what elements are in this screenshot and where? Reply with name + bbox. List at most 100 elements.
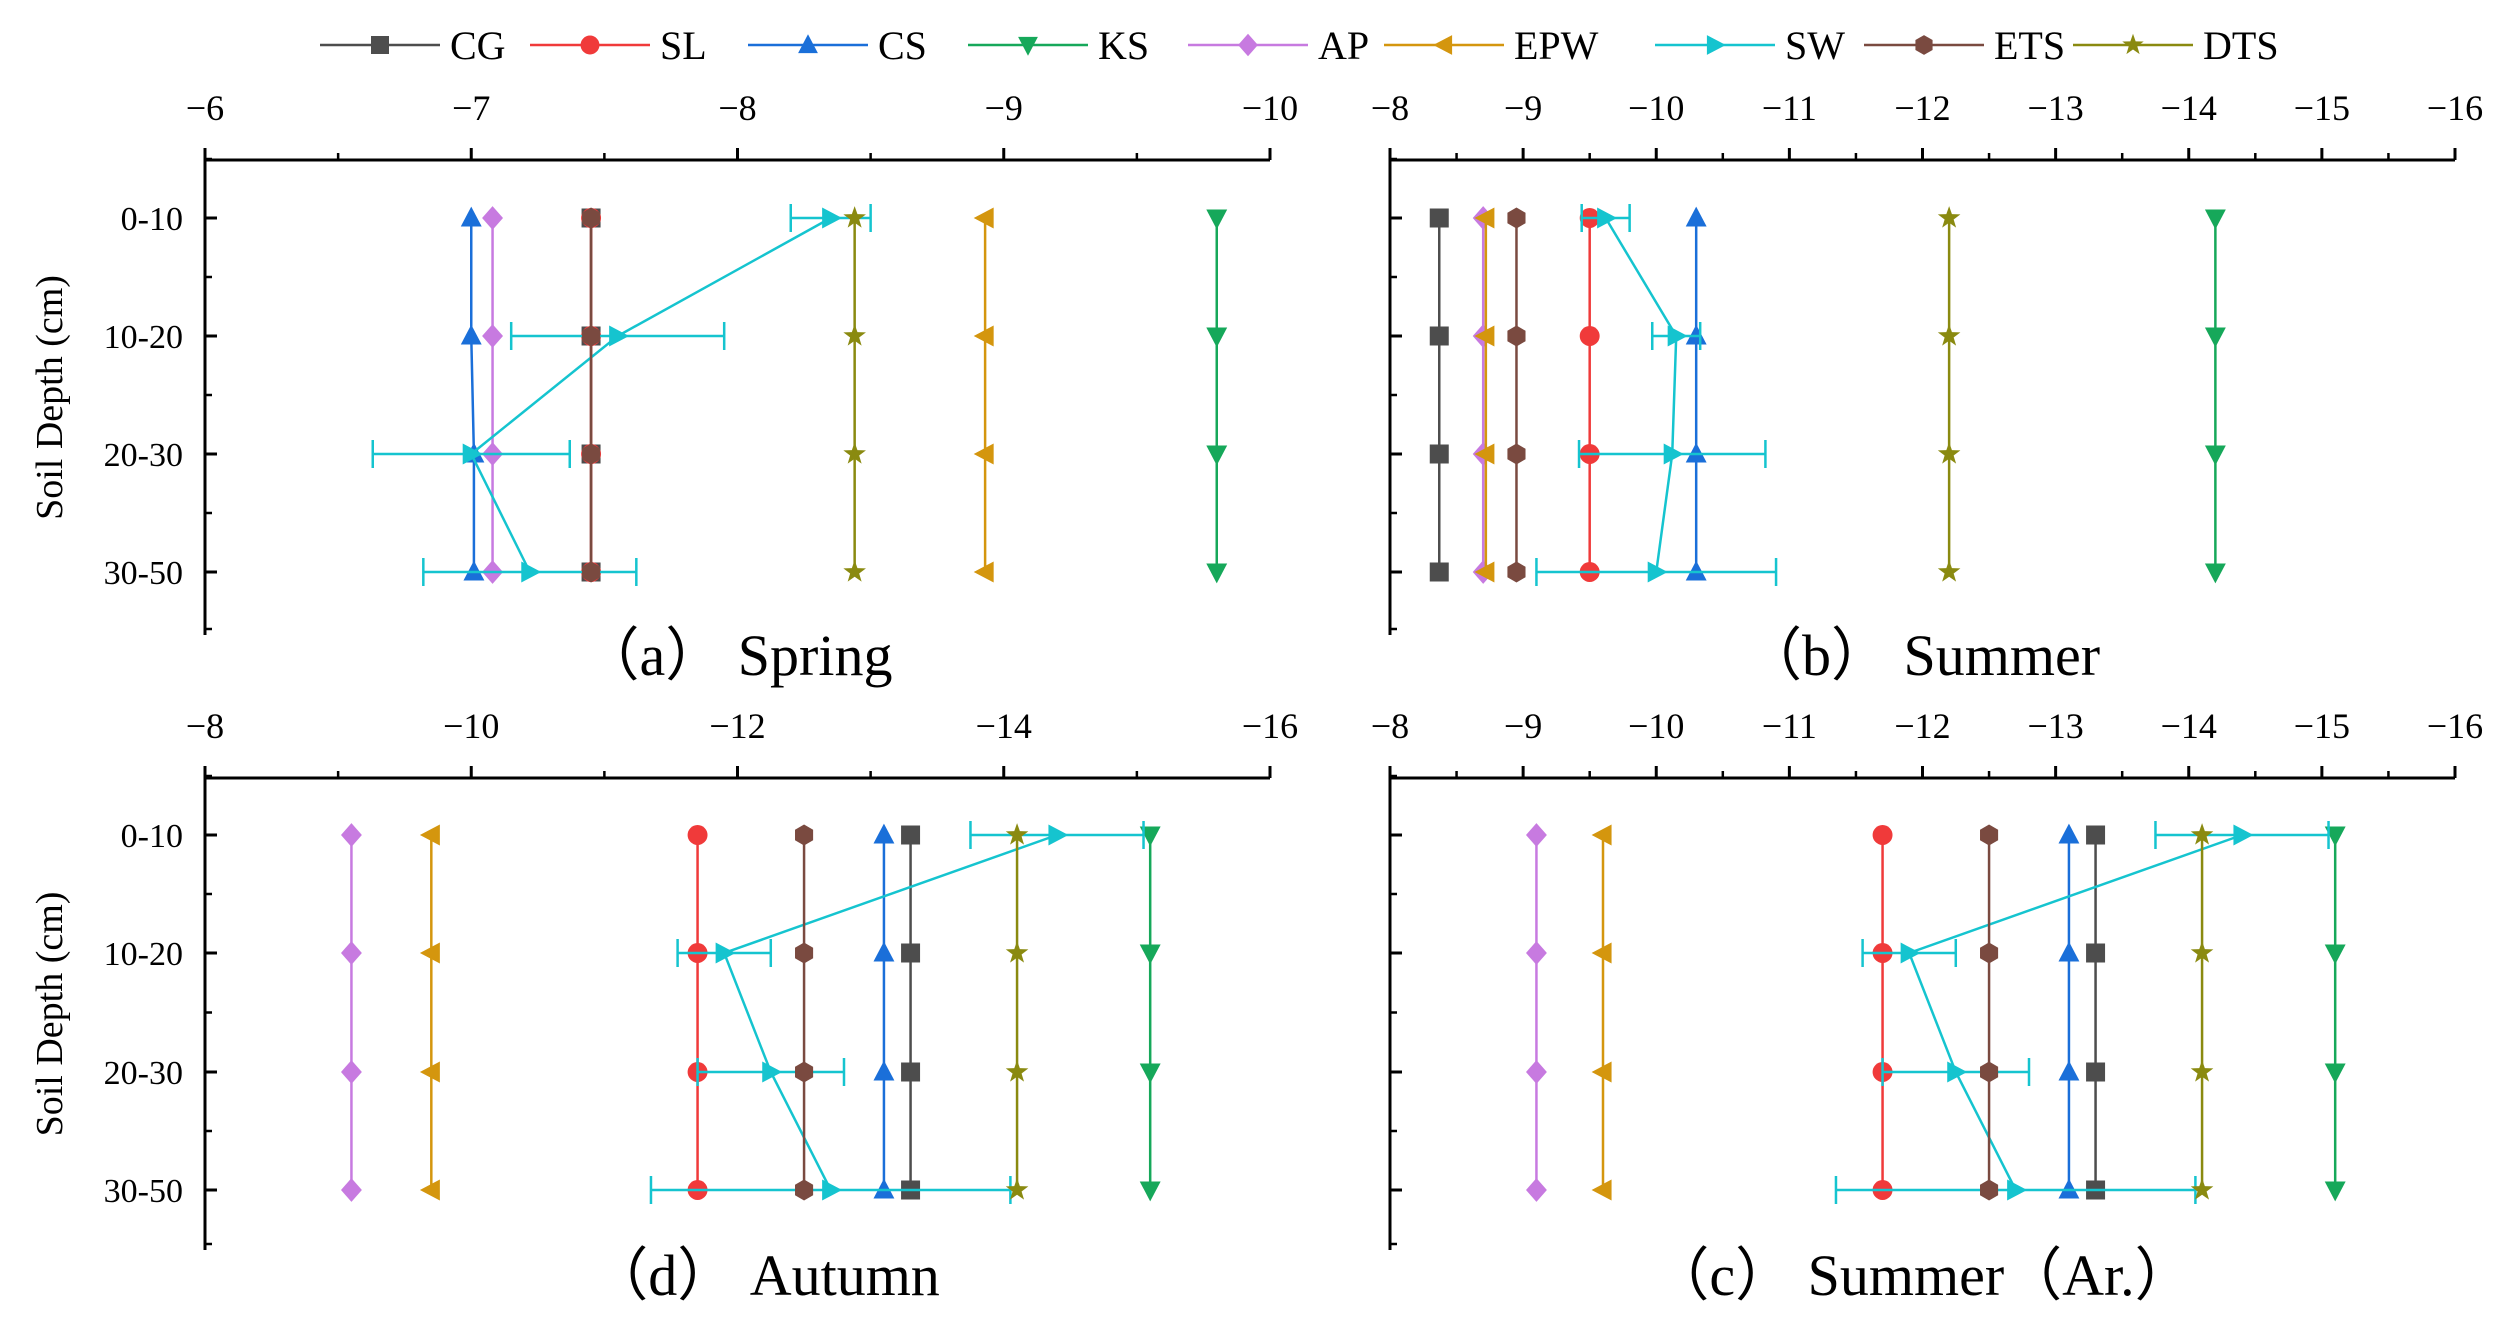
data-point: [1872, 825, 1893, 845]
x-tick-label: −10: [1628, 706, 1684, 746]
data-point: [1206, 563, 1228, 584]
data-point: [1647, 561, 1668, 583]
data-point: [2086, 825, 2106, 845]
data-point: [1685, 324, 1707, 345]
data-point: [482, 324, 503, 348]
data-point: [1937, 442, 1961, 464]
panels: −6 −7 −8 −9 −10 0-10 10-20 20-30 30-50 Soil Depth…: [29, 88, 2483, 1308]
x-tick-label: −13: [2027, 706, 2083, 746]
legend-marker-triangle-down: [1018, 36, 1038, 56]
data-point: [973, 325, 994, 347]
data-point: [1139, 826, 1161, 847]
data-point: [582, 443, 601, 465]
x-tick-label: −10: [1242, 88, 1298, 128]
data-point: [1474, 207, 1495, 229]
data-point: [1937, 206, 1961, 228]
data-point: [521, 561, 542, 583]
y-category-label: 30-50: [104, 1173, 183, 1210]
legend-marker-diamond: [1238, 33, 1258, 57]
data-point: [873, 941, 895, 962]
data-point: [873, 1060, 895, 1081]
data-point: [1685, 560, 1707, 581]
data-point: [1525, 1060, 1547, 1084]
data-point: [2324, 944, 2346, 965]
series-ets: [795, 824, 814, 1201]
series-ks: [1206, 209, 1228, 584]
data-point: [2324, 1063, 2346, 1084]
data-point: [795, 1179, 814, 1201]
series-cg: [2086, 825, 2106, 1200]
x-tick-label: −15: [2294, 88, 2350, 128]
panel-summer: −8 −9 −10 −11 −12 −13 −14 −15 −16 （b） Summer: [1371, 88, 2483, 688]
x-tick-label: −8: [718, 88, 756, 128]
series-ap: [1472, 206, 1494, 584]
series-ks: [1139, 826, 1161, 1202]
data-point: [340, 823, 362, 847]
data-point: [2204, 563, 2226, 584]
data-point: [1507, 207, 1526, 229]
data-point: [1474, 561, 1495, 583]
data-point: [1900, 942, 1921, 964]
data-point: [1667, 325, 1688, 347]
data-point: [1474, 325, 1495, 347]
data-point: [609, 325, 630, 347]
data-point: [1139, 944, 1161, 965]
series-epw: [973, 207, 994, 583]
series-dts: [2190, 823, 2214, 1200]
data-point: [873, 823, 895, 844]
x-tick-label: −14: [976, 706, 1032, 746]
legend-item-ets: ETS: [1864, 23, 2065, 68]
legend-label: CG: [450, 23, 506, 68]
legend-item-ks: KS: [968, 23, 1149, 68]
x-tick-label: −10: [1628, 88, 1684, 128]
x-tick-label: −10: [443, 706, 499, 746]
series-dts: [1937, 206, 1961, 582]
data-point: [2204, 445, 2226, 466]
x-tick-label: −12: [1894, 88, 1950, 128]
data-point: [1980, 942, 1999, 964]
series-cs: [873, 823, 895, 1199]
data-point: [873, 1178, 895, 1199]
data-point: [901, 825, 921, 845]
data-point: [1937, 560, 1961, 582]
x-tick-label: −11: [1762, 706, 1817, 746]
legend-item-epw: EPW: [1384, 23, 1599, 68]
data-point: [1206, 445, 1228, 466]
data-point: [2058, 941, 2080, 962]
data-point: [1525, 823, 1547, 847]
x-tick-label: −7: [452, 88, 490, 128]
x-tick-label: −8: [1371, 706, 1409, 746]
legend-marker-triangle-left: [1433, 35, 1453, 55]
y-category-label: 30-50: [104, 555, 183, 592]
data-point: [1591, 824, 1612, 846]
x-tick-label: −12: [709, 706, 765, 746]
data-point: [2190, 1060, 2214, 1082]
data-point: [843, 324, 866, 346]
data-point: [1597, 207, 1618, 229]
series-sw: [1535, 204, 1778, 586]
panel-title: （d） Autumn: [590, 1243, 940, 1308]
data-point: [340, 941, 362, 965]
data-point: [2058, 1178, 2080, 1199]
data-point: [843, 442, 866, 464]
legend-label: EPW: [1514, 23, 1599, 68]
series-epw: [419, 824, 440, 1201]
data-point: [462, 443, 483, 465]
data-point: [762, 1061, 783, 1083]
panel-autumn: −8 −10 −12 −14 −16 0-10 10-20 20-30 30-50 Soil De…: [29, 706, 1298, 1308]
series-dts: [1005, 823, 1029, 1200]
data-point: [901, 943, 921, 963]
legend-label: CS: [878, 23, 927, 68]
data-point: [822, 207, 843, 229]
data-point: [1947, 1061, 1968, 1083]
data-point: [2324, 826, 2346, 847]
x-tick-label: −16: [2427, 706, 2483, 746]
data-point: [1937, 324, 1961, 346]
x-tick-label: −16: [2427, 88, 2483, 128]
x-tick-label: −6: [186, 88, 224, 128]
data-point: [715, 942, 736, 964]
y-axis-title: Soil Depth (cm): [29, 892, 71, 1137]
y-category-label: 0-10: [121, 818, 183, 855]
legend-label: AP: [1318, 23, 1369, 68]
panel-title: （b） Summer: [1744, 623, 2100, 688]
